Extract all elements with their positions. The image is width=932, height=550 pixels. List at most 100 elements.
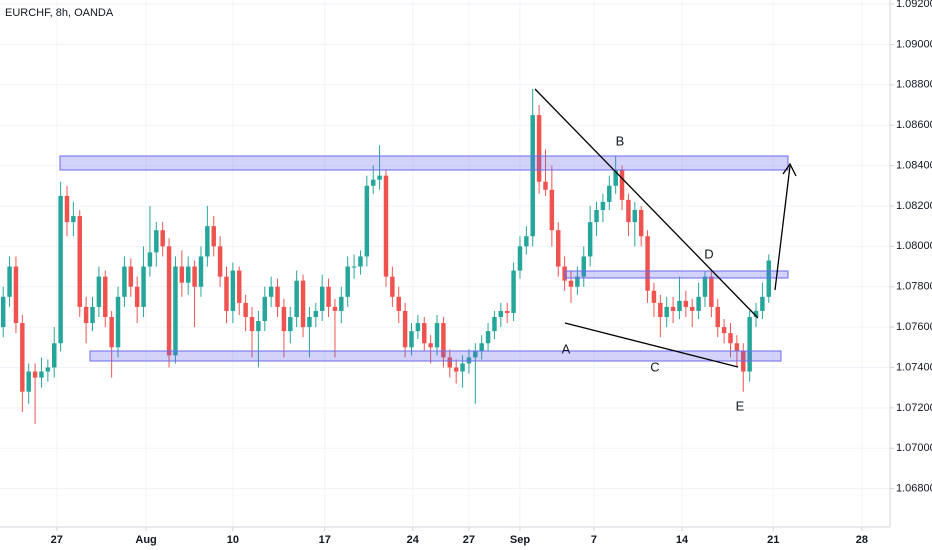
candle-body [760, 296, 765, 311]
candle-body [383, 175, 389, 277]
candle-body [517, 246, 523, 271]
x-tick-label: 27 [51, 534, 63, 546]
axes: 1.06800 1.07000 1.07200 1.07400 1.07600 1.078… [51, 0, 932, 546]
candle-body [230, 270, 236, 311]
candle-body [587, 222, 593, 257]
y-tick-label: 1.09200 [896, 0, 932, 10]
candle-body [658, 302, 663, 318]
candle-body [262, 296, 267, 322]
candle-body [715, 306, 720, 328]
candle-body [479, 343, 484, 352]
candle-body [460, 363, 465, 372]
candle-body [7, 266, 12, 297]
candle-body [728, 333, 733, 344]
candle-body [492, 317, 497, 332]
candle-body [224, 276, 229, 311]
candle-body [20, 323, 25, 392]
candle-body [205, 226, 210, 257]
candle-body [249, 317, 255, 332]
candle-body [453, 367, 459, 372]
candle-body [319, 286, 325, 311]
x-tick-label: 17 [319, 534, 331, 546]
x-tick-label: 28 [856, 534, 868, 546]
candle-body [160, 230, 165, 247]
candle-body [288, 317, 293, 332]
candle-body [71, 216, 76, 223]
trend-line [564, 322, 739, 368]
y-tick-label: 1.07200 [896, 402, 932, 414]
candle-body [192, 266, 197, 287]
candle-body [358, 256, 363, 267]
candle-body [485, 331, 491, 344]
label-e: E [736, 398, 745, 413]
candle-body [402, 310, 408, 348]
candle-body [607, 185, 612, 202]
candle-body [115, 296, 121, 348]
candle-body [651, 290, 657, 303]
x-tick-label: 7 [591, 534, 597, 546]
y-tick-label: 1.08400 [896, 159, 932, 171]
y-tick-label: 1.07800 [896, 281, 932, 293]
candle-body [447, 357, 453, 368]
candle-body [428, 343, 433, 348]
candle-body [128, 266, 134, 287]
candle-body [549, 189, 555, 231]
y-tick-label: 1.09000 [896, 38, 932, 50]
x-tick-label: 14 [676, 534, 689, 546]
y-tick-label: 1.08800 [896, 79, 932, 91]
chart-title: EURCHF, 8h, OANDA [5, 7, 114, 19]
label-d: D [704, 246, 713, 261]
candle-body [96, 276, 102, 307]
candle-body [689, 306, 695, 311]
candle-body [39, 371, 44, 378]
candle-body [300, 280, 306, 328]
candle-body [670, 306, 676, 311]
candle-body [90, 306, 95, 324]
candle-body [237, 270, 242, 303]
candle-body [243, 302, 248, 318]
candle-body [753, 310, 759, 318]
candle-body [147, 252, 153, 267]
candle-body [696, 296, 701, 311]
candle-body [556, 230, 561, 267]
candle-body [619, 169, 625, 200]
candle-body [664, 306, 669, 318]
candle-body [154, 230, 159, 253]
candle-body [734, 343, 740, 352]
candle-body [26, 371, 31, 392]
label-c: C [650, 359, 659, 374]
candle-body [702, 276, 708, 297]
candle-body [543, 181, 548, 190]
candle-body [13, 266, 19, 324]
candle-body [122, 266, 127, 297]
candle-body [415, 323, 421, 332]
candle-body [45, 367, 51, 372]
candle-body [575, 276, 580, 287]
x-tick-label: 27 [463, 534, 475, 546]
candle-body [0, 296, 6, 328]
candle-body [32, 371, 38, 378]
candle-body [721, 327, 727, 334]
candle-body [134, 286, 140, 307]
arrow-head [782, 162, 797, 177]
arrow [774, 165, 791, 291]
candle-body [613, 169, 618, 186]
candle-body [198, 256, 204, 287]
candle-body [683, 300, 689, 307]
candle-body [109, 317, 114, 348]
candle-body [568, 280, 574, 287]
candle-body [504, 310, 510, 313]
candle-body [281, 306, 287, 332]
candle-body [332, 306, 338, 311]
candle-body [294, 280, 299, 318]
y-tick-label: 1.08000 [896, 240, 932, 252]
candle-body [632, 209, 638, 223]
y-tick-label: 1.06800 [896, 483, 932, 495]
y-tick-label: 1.07000 [896, 442, 932, 454]
candle-body [766, 260, 772, 297]
x-tick-label: 24 [407, 534, 420, 546]
y-tick-label: 1.07600 [896, 321, 932, 333]
candle-body [709, 276, 714, 307]
